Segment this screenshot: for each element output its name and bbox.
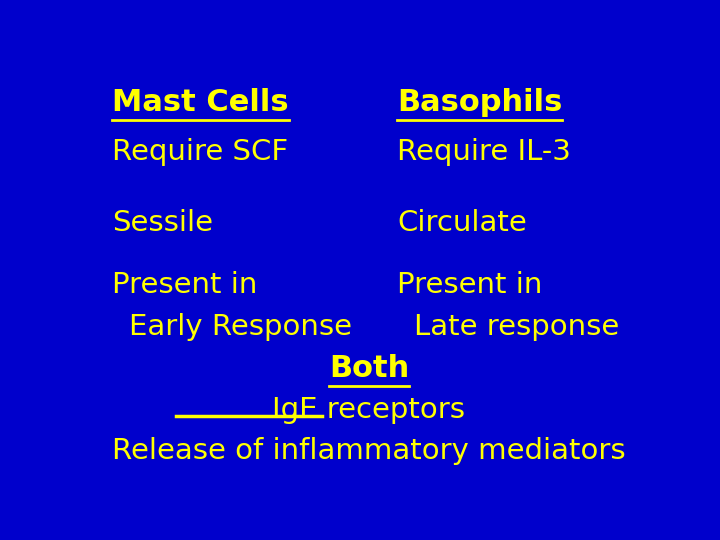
Text: Present in: Present in [112,271,258,299]
Text: Require SCF: Require SCF [112,138,289,166]
Text: Circulate: Circulate [397,209,526,237]
Text: Release of inflammatory mediators: Release of inflammatory mediators [112,437,626,465]
Text: Present in: Present in [397,271,542,299]
Text: IgE receptors: IgE receptors [272,396,466,424]
Text: Early Response: Early Response [129,313,352,341]
Text: Late response: Late response [413,313,619,341]
Text: Both: Both [329,354,409,383]
Text: Require IL-3: Require IL-3 [397,138,571,166]
Text: Basophils: Basophils [397,87,562,117]
Text: Sessile: Sessile [112,209,213,237]
Text: Mast Cells: Mast Cells [112,87,289,117]
